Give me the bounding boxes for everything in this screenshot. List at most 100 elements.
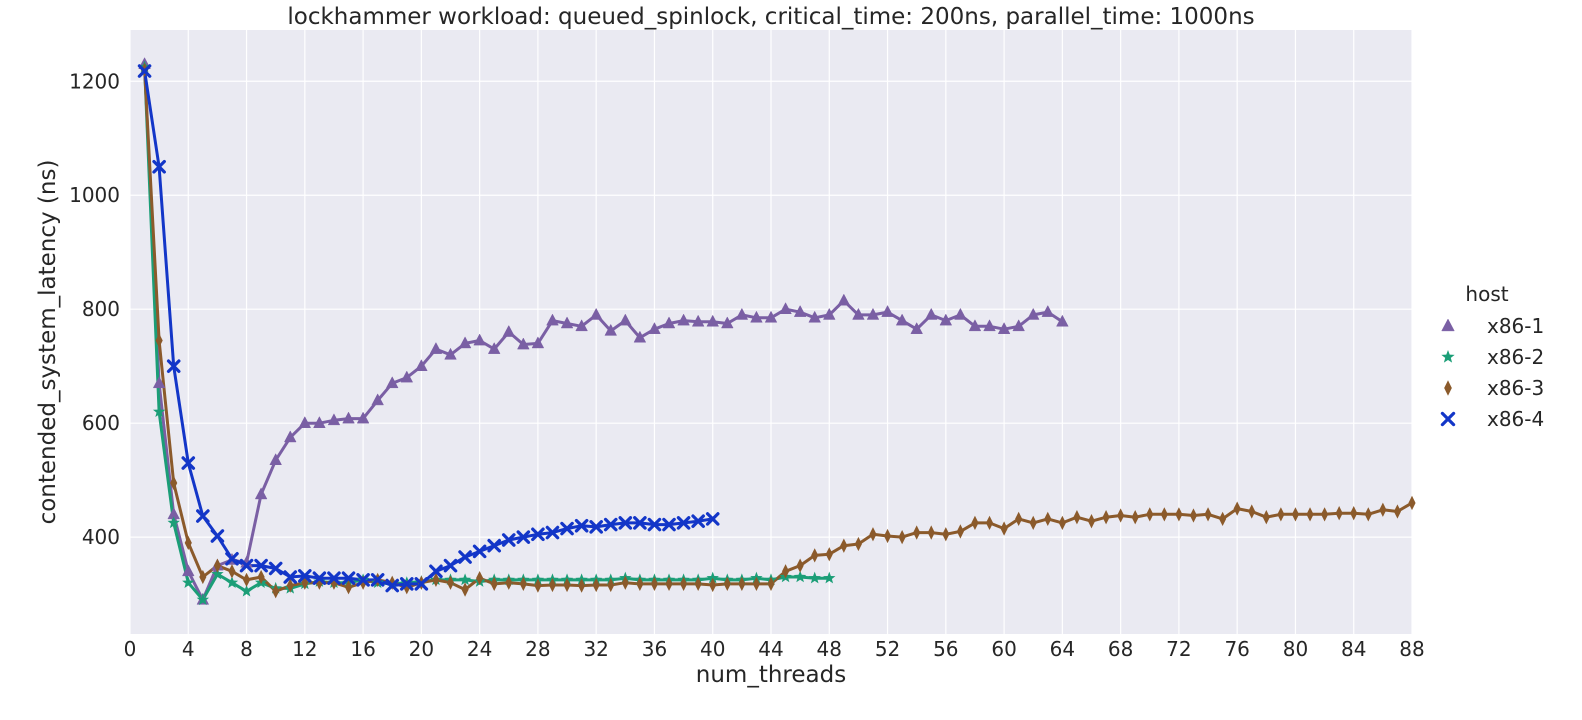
data-point-x86-1: [415, 359, 428, 371]
data-point-x86-4: [574, 518, 589, 533]
data-point-x86-3: [985, 515, 994, 531]
data-point-x86-3: [505, 575, 513, 590]
data-point-x86-1: [560, 316, 574, 329]
data-point-x86-3: [796, 558, 804, 573]
y-tick-label: 1200: [69, 69, 120, 93]
y-tick-label: 800: [82, 297, 120, 321]
data-point-x86-4: [429, 564, 443, 579]
data-point-x86-4: [647, 517, 662, 532]
data-point-x86-3: [840, 538, 848, 553]
data-point-x86-1: [691, 314, 705, 327]
data-point-x86-1: [152, 376, 166, 389]
data-point-x86-3: [825, 547, 833, 562]
data-point-x86-3: [1291, 507, 1300, 522]
data-point-x86-1: [677, 313, 690, 326]
data-point-x86-4: [414, 577, 429, 591]
data-point-x86-3: [680, 576, 688, 592]
data-point-x86-1: [327, 413, 341, 426]
legend-marker-x86-3: [1444, 380, 1452, 396]
data-point-x86-1: [487, 342, 501, 354]
data-point-x86-1: [779, 302, 792, 315]
data-point-x86-3: [519, 576, 527, 592]
data-point-x86-3: [1393, 504, 1402, 519]
data-point-x86-2: [152, 405, 166, 418]
data-point-x86-3: [461, 582, 469, 597]
data-point-x86-3: [184, 535, 192, 550]
data-point-x86-4: [298, 569, 312, 583]
data-point-x86-1: [968, 319, 982, 332]
data-point-x86-3: [1146, 507, 1154, 522]
series-markers-x86-4: [137, 64, 720, 593]
data-point-x86-3: [665, 576, 673, 592]
x-tick-label: 76: [1224, 637, 1249, 661]
data-point-x86-1: [735, 307, 749, 320]
data-point-x86-2: [211, 567, 224, 580]
x-tick-label: 52: [875, 637, 900, 661]
x-tick-label: 44: [758, 637, 783, 661]
data-point-x86-3: [199, 569, 207, 585]
data-point-x86-1: [648, 322, 661, 334]
data-point-x86-3: [1189, 508, 1198, 523]
data-point-x86-1: [924, 307, 938, 320]
data-point-x86-4: [589, 520, 603, 534]
legend-marker-x86-1: [1441, 318, 1455, 332]
legend-marker-x86-2: [1441, 350, 1455, 363]
x-tick-label: 72: [1166, 637, 1191, 661]
x-tick-label: 64: [1050, 637, 1075, 661]
series-line-x86-1: [143, 64, 1064, 602]
data-point-x86-1: [531, 336, 545, 349]
data-point-x86-3: [242, 572, 251, 588]
data-point-x86-3: [621, 575, 629, 590]
x-tick-label: 28: [525, 637, 550, 661]
data-point-x86-3: [738, 576, 746, 592]
data-point-x86-3: [883, 528, 892, 544]
data-point-x86-3: [1204, 507, 1212, 522]
legend-item-x86-2: x86-2: [1441, 345, 1544, 369]
data-point-x86-1: [502, 324, 516, 337]
legend-item-x86-4: x86-4: [1440, 407, 1544, 431]
data-point-x86-3: [1015, 511, 1023, 527]
data-point-x86-3: [257, 569, 265, 585]
data-point-x86-1: [954, 307, 967, 320]
data-point-x86-3: [476, 571, 484, 586]
data-point-x86-1: [750, 310, 763, 323]
data-point-x86-2: [823, 571, 836, 584]
y-tick-label: 1000: [69, 183, 120, 207]
data-point-x86-3: [1102, 510, 1110, 525]
data-point-x86-1: [837, 293, 851, 306]
data-point-x86-3: [1160, 507, 1168, 522]
data-point-x86-3: [1364, 507, 1372, 522]
data-point-x86-1: [400, 370, 414, 383]
data-point-x86-4: [283, 570, 298, 584]
chart-title: lockhammer workload: queued_spinlock, cr…: [287, 4, 1254, 30]
data-point-x86-1: [283, 430, 297, 443]
data-point-x86-3: [942, 527, 950, 542]
data-point-x86-1: [313, 416, 326, 428]
data-point-x86-3: [1233, 501, 1241, 516]
data-point-x86-3: [1087, 514, 1096, 529]
data-point-x86-3: [694, 576, 702, 592]
data-point-x86-4: [662, 517, 676, 532]
x-tick-label: 24: [467, 637, 492, 661]
data-point-x86-4: [545, 525, 560, 540]
data-point-x86-1: [808, 310, 821, 323]
data-point-x86-3: [854, 536, 862, 552]
x-tick-label: 60: [991, 637, 1016, 661]
data-point-x86-3: [1321, 507, 1329, 522]
legend-label-x86-2: x86-2: [1487, 345, 1544, 369]
data-point-x86-3: [1277, 507, 1285, 522]
data-point-x86-1: [764, 310, 778, 323]
data-point-x86-4: [341, 571, 356, 585]
legend-label-x86-4: x86-4: [1487, 407, 1544, 431]
data-point-x86-3: [534, 578, 542, 593]
x-tick-label: 80: [1283, 637, 1308, 661]
data-point-x86-3: [913, 525, 921, 540]
data-point-x86-1: [895, 313, 909, 326]
data-point-x86-1: [721, 316, 734, 329]
data-point-x86-1: [706, 314, 719, 327]
data-point-x86-1: [604, 323, 618, 336]
data-point-x86-4: [501, 533, 516, 547]
data-point-x86-1: [458, 336, 472, 349]
data-point-x86-4: [196, 509, 210, 523]
